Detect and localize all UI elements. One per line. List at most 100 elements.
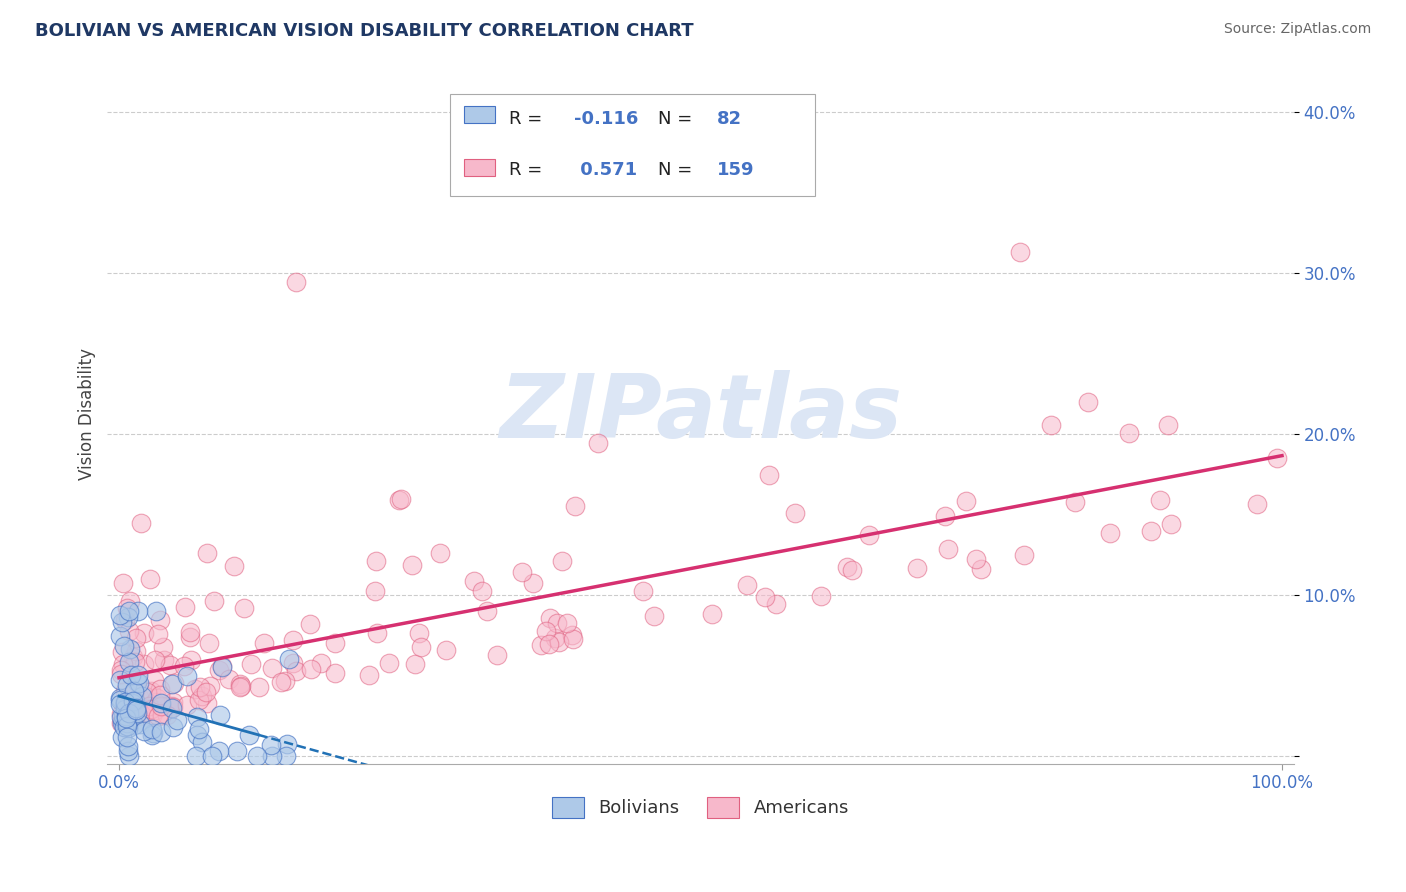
Text: BOLIVIAN VS AMERICAN VISION DISABILITY CORRELATION CHART: BOLIVIAN VS AMERICAN VISION DISABILITY C… [35, 22, 693, 40]
Point [283, 632, 305, 647]
Point [115, 703, 138, 717]
Point [114, 613, 136, 627]
Point [120, 711, 142, 725]
Point [139, 684, 162, 698]
Point [211, 660, 233, 674]
Point [238, 728, 260, 742]
Point [110, 715, 132, 730]
Point [179, 625, 201, 640]
Point [115, 703, 138, 717]
Point [134, 724, 156, 739]
Point [111, 730, 134, 744]
Point [112, 639, 135, 653]
Point [283, 657, 305, 671]
Point [1063, 495, 1085, 509]
Point [142, 725, 165, 739]
Point [284, 664, 307, 678]
Point [186, 710, 208, 724]
Point [905, 561, 928, 575]
Point [118, 655, 141, 669]
Point [112, 720, 135, 734]
Text: ZIPatlas: ZIPatlas [499, 370, 903, 458]
Point [138, 698, 160, 713]
Point [544, 631, 567, 645]
Point [411, 640, 433, 654]
Point [162, 720, 184, 734]
Point [118, 748, 141, 763]
Point [127, 668, 149, 682]
Point [115, 706, 138, 721]
Point [118, 706, 141, 721]
Point [274, 748, 297, 763]
Legend: Bolivians, Americans: Bolivians, Americans [544, 789, 856, 825]
Point [141, 722, 163, 736]
Point [633, 583, 655, 598]
Point [555, 616, 578, 631]
Point [117, 716, 139, 731]
Point [162, 699, 184, 714]
Point [260, 739, 283, 753]
Point [586, 436, 609, 450]
Point [404, 657, 426, 671]
Point [273, 674, 295, 689]
Point [1077, 394, 1099, 409]
Text: N =: N = [658, 161, 697, 178]
Point [486, 648, 509, 662]
Point [537, 637, 560, 651]
Point [111, 714, 134, 728]
Point [141, 709, 163, 723]
Point [858, 528, 880, 542]
Point [152, 653, 174, 667]
Point [522, 576, 544, 591]
Point [276, 738, 298, 752]
Point [125, 706, 148, 720]
Point [118, 593, 141, 607]
Point [108, 629, 131, 643]
Point [114, 695, 136, 709]
Point [388, 493, 411, 508]
Point [150, 724, 173, 739]
Point [141, 701, 163, 715]
Point [143, 653, 166, 667]
Point [122, 684, 145, 698]
Point [112, 714, 135, 728]
Point [136, 684, 159, 698]
Point [111, 615, 134, 629]
Point [188, 680, 211, 694]
Point [408, 625, 430, 640]
Point [112, 657, 135, 671]
Point [117, 739, 139, 753]
Point [229, 676, 252, 690]
Point [239, 657, 262, 672]
Point [157, 698, 180, 713]
Point [124, 655, 146, 669]
Text: Source: ZipAtlas.com: Source: ZipAtlas.com [1223, 22, 1371, 37]
Point [262, 748, 284, 763]
Point [765, 597, 787, 611]
Point [277, 651, 299, 665]
Point [202, 593, 225, 607]
Point [118, 624, 141, 638]
Point [564, 499, 586, 513]
Point [145, 604, 167, 618]
Point [122, 694, 145, 708]
Point [1160, 516, 1182, 531]
Point [132, 706, 155, 721]
Point [117, 707, 139, 722]
Point [208, 707, 231, 722]
Point [108, 608, 131, 623]
Point [364, 583, 387, 598]
Point [115, 708, 138, 723]
Point [162, 676, 184, 690]
Point [965, 551, 987, 566]
Point [159, 657, 181, 672]
Point [195, 697, 218, 711]
Point [247, 680, 270, 694]
Text: R =: R = [509, 161, 548, 178]
Point [152, 640, 174, 655]
Point [186, 728, 208, 742]
Text: N =: N = [658, 110, 697, 128]
Point [434, 643, 457, 657]
Point [222, 559, 245, 574]
Point [188, 722, 211, 736]
